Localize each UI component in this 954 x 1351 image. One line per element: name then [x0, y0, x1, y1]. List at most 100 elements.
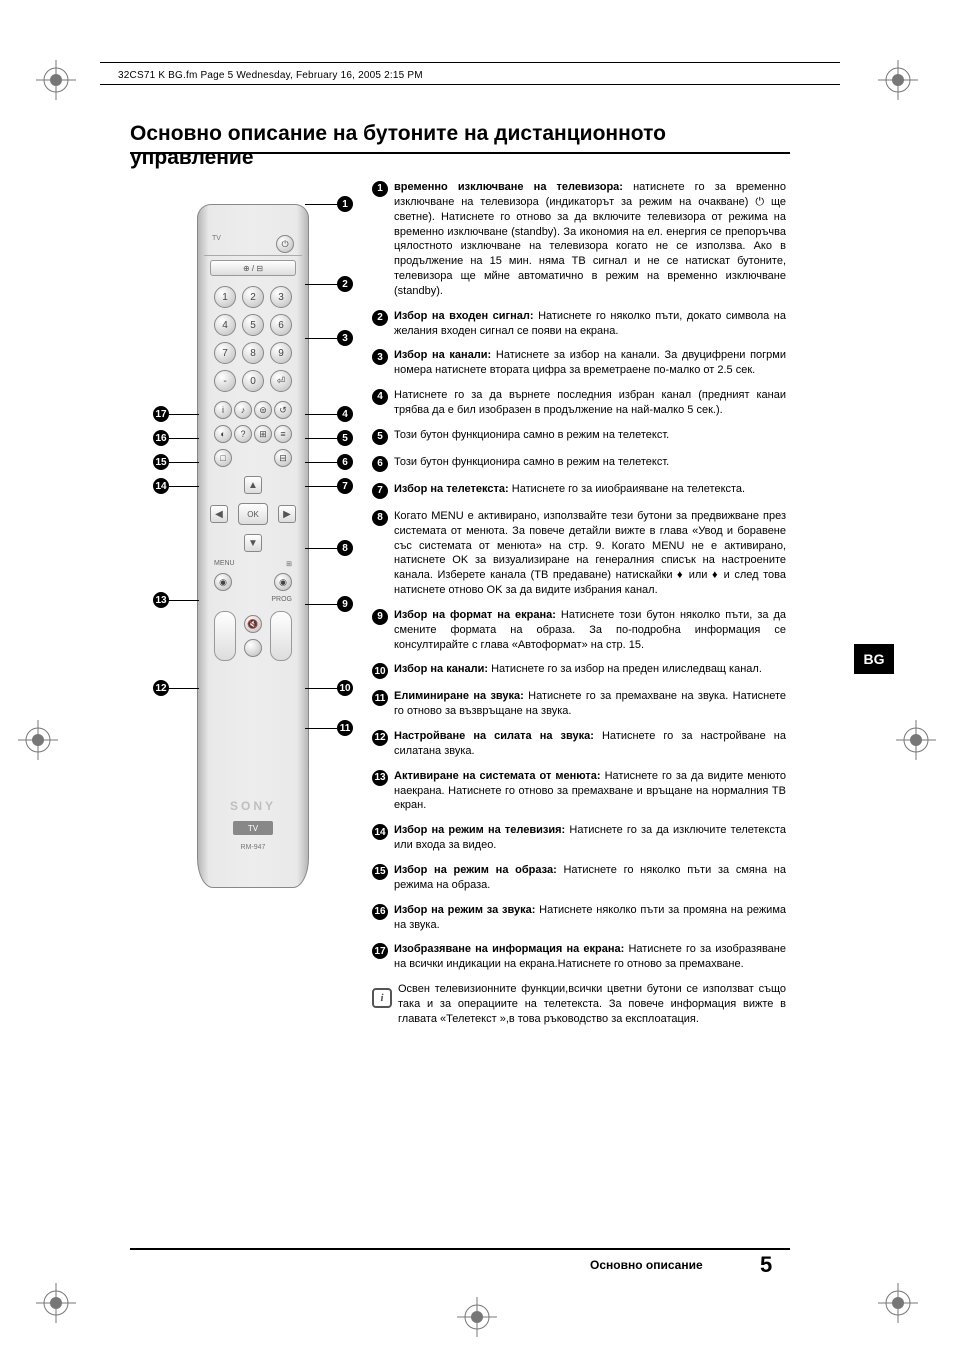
description-bullet: 12: [372, 730, 388, 746]
description-item: 5 Този бутон функционира самно в режим на…: [372, 428, 786, 445]
callout-number: 7: [337, 478, 353, 494]
description-text: Избор на канали: Натиснете го за избор н…: [394, 662, 786, 677]
menu-button: ◉: [214, 573, 232, 591]
reg-mark-tl: [36, 60, 76, 100]
callout-line: [169, 486, 199, 487]
callout-number: 13: [153, 592, 169, 608]
description-text: Настройване на силата на звука: Натиснет…: [394, 729, 786, 759]
num-button: 8: [242, 342, 264, 364]
description-bullet: 1: [372, 181, 388, 197]
callout-line: [305, 486, 337, 487]
dpad-up: ▲: [244, 476, 262, 494]
info-button: i: [214, 401, 232, 419]
description-item: 4Натиснете го за да върнете последния из…: [372, 388, 786, 418]
callout-line: [305, 688, 337, 689]
description-text: Този бутон функционира самно в режим на …: [394, 428, 786, 443]
description-text: Когато MENU е активирано, използвайте те…: [394, 509, 786, 598]
reg-mark-tr: [878, 60, 918, 100]
teletext-index-button: ≡: [274, 425, 292, 443]
description-item: 13 Активиране на системата от менюта: Нат…: [372, 769, 786, 814]
footer-rule: [130, 1248, 790, 1250]
num-button: 7: [214, 342, 236, 364]
num-button: 4: [214, 314, 236, 336]
description-bullet: 16: [372, 904, 388, 920]
callout-line: [169, 600, 199, 601]
callout-number: 4: [337, 406, 353, 422]
header-rule-bottom: [100, 84, 840, 85]
reg-mark-br: [878, 1283, 918, 1323]
input-select-button: ⊕ / ⊟: [210, 260, 296, 276]
teletext-button: ⊟: [274, 449, 292, 467]
power-button: ⏻: [276, 235, 294, 253]
info-note: iОсвен телевизионните функции,всички цве…: [372, 982, 786, 1027]
description-item: 1 временно изключване на телевизора: нати…: [372, 180, 786, 299]
dpad: ▲ ▼ ◀ ▶ OK: [210, 476, 296, 552]
num-button: -: [214, 370, 236, 392]
num-button: 1: [214, 286, 236, 308]
callout-line: [305, 338, 337, 339]
description-bullet: 6: [372, 456, 388, 472]
remote-illustration: TV⏻ ⊕ / ⊟ 123456789-0⏎ i ♪ ⊜ ↺ ◐ ? ⊞ ≡ □…: [155, 190, 355, 910]
callout-line: [305, 604, 337, 605]
description-bullet: 2: [372, 310, 388, 326]
tv-mode-button: □: [214, 449, 232, 467]
reg-mark-ml: [18, 720, 58, 760]
footer-page-number: 5: [760, 1252, 772, 1278]
brand-label: SONY: [198, 799, 308, 813]
description-item: 14Избор на режим на телевизия: Натиснете…: [372, 823, 786, 853]
num-button: 6: [270, 314, 292, 336]
callout-line: [169, 688, 199, 689]
page-title: Основно описание на бутоните на дистанци…: [130, 122, 770, 170]
callout-number: 2: [337, 276, 353, 292]
description-bullet: 10: [372, 663, 388, 679]
model-label: RM-947: [198, 844, 308, 851]
description-text: Активиране на системата от менюта: Натис…: [394, 769, 786, 814]
teletext-hold-button: ⊜: [254, 401, 272, 419]
description-text: Избор на режим на образа: Натиснете го н…: [394, 863, 786, 893]
callout-number: 17: [153, 406, 169, 422]
sound-mode-button: ♪: [234, 401, 252, 419]
description-bullet: 5: [372, 429, 388, 445]
description-bullet: 8: [372, 510, 388, 526]
callout-number: 3: [337, 330, 353, 346]
teletext-size-button: ⊞: [254, 425, 272, 443]
number-pad: 123456789-0⏎: [204, 280, 302, 398]
callout-line: [305, 548, 337, 549]
callout-line: [305, 728, 337, 729]
callout-number: 15: [153, 454, 169, 470]
description-item: 8 Когато MENU е активирано, използвайте т…: [372, 509, 786, 598]
description-text: Избор на входен сигнал: Натиснете го няк…: [394, 309, 786, 339]
dpad-down: ▼: [244, 534, 262, 552]
description-item: 17 Изобразяване на информация на екрана: …: [372, 942, 786, 972]
description-bullet: 15: [372, 864, 388, 880]
description-bullet: 3: [372, 349, 388, 365]
picture-mode-button: ◐: [214, 425, 232, 443]
callout-line: [305, 438, 337, 439]
callout-number: 12: [153, 680, 169, 696]
description-text: Този бутон функционира самно в режим на …: [394, 455, 786, 470]
num-button: 3: [270, 286, 292, 308]
teletext-reveal-button: ?: [234, 425, 252, 443]
mute-button: 🔇: [244, 615, 262, 633]
description-bullet: 17: [372, 943, 388, 959]
callout-line: [305, 414, 337, 415]
num-button: 5: [242, 314, 264, 336]
callout-line: [169, 414, 199, 415]
menu-label: MENU: [214, 560, 235, 568]
description-bullet: 7: [372, 483, 388, 499]
descriptions-column: 1 временно изключване на телевизора: нати…: [372, 180, 786, 1027]
description-text: Изобразяване на информация на екрана: На…: [394, 942, 786, 972]
description-item: 3Избор на канали: Натиснете за избор на …: [372, 348, 786, 378]
num-button: 9: [270, 342, 292, 364]
callout-number: 11: [337, 720, 353, 736]
description-item: 16Избор на режим за звука: Натиснете няк…: [372, 903, 786, 933]
callout-number: 14: [153, 478, 169, 494]
footer-label: Основно описание: [590, 1258, 703, 1272]
description-text: временно изключване на телевизора: натис…: [394, 180, 786, 299]
num-button: ⏎: [270, 370, 292, 392]
description-item: 7 Избор на телетекста: Натиснете го за ии…: [372, 482, 786, 499]
description-bullet: 13: [372, 770, 388, 786]
callout-number: 8: [337, 540, 353, 556]
description-text: Избор на телетекста: Натиснете го за иио…: [394, 482, 786, 497]
description-text: Избор на режим на телевизия: Натиснете г…: [394, 823, 786, 853]
